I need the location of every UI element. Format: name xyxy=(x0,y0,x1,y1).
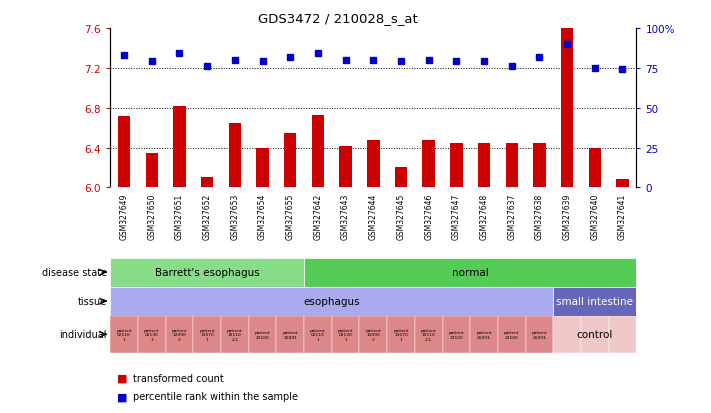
Bar xyxy=(533,143,545,188)
Text: GSM327648: GSM327648 xyxy=(479,194,488,240)
Text: GDS3472 / 210028_s_at: GDS3472 / 210028_s_at xyxy=(258,12,417,25)
Bar xyxy=(193,316,221,353)
Text: transformed count: transformed count xyxy=(133,373,224,383)
Text: patient
12090
2: patient 12090 2 xyxy=(171,328,187,341)
Bar xyxy=(110,316,138,353)
Bar xyxy=(166,316,193,353)
Bar xyxy=(332,316,360,353)
Bar xyxy=(138,316,166,353)
Bar xyxy=(450,143,463,188)
Bar xyxy=(229,123,241,188)
Text: GSM327654: GSM327654 xyxy=(258,194,267,240)
Bar xyxy=(304,316,332,353)
Text: GSM327641: GSM327641 xyxy=(618,194,627,240)
Text: GSM327649: GSM327649 xyxy=(119,194,129,240)
Text: GSM327645: GSM327645 xyxy=(397,194,405,240)
Bar xyxy=(589,148,601,188)
Text: esophagus: esophagus xyxy=(304,297,360,306)
Text: GSM327640: GSM327640 xyxy=(590,194,599,240)
Text: patient
02110
1: patient 02110 1 xyxy=(116,328,132,341)
Bar xyxy=(470,316,498,353)
Text: GSM327644: GSM327644 xyxy=(369,194,378,240)
Text: patient
02130
1: patient 02130 1 xyxy=(338,328,353,341)
Bar xyxy=(284,133,296,188)
Bar xyxy=(553,316,581,353)
Bar xyxy=(304,258,636,287)
Text: GSM327643: GSM327643 xyxy=(341,194,350,240)
Bar xyxy=(415,316,442,353)
Bar xyxy=(553,287,636,316)
Text: GSM327651: GSM327651 xyxy=(175,194,184,240)
Text: GSM327652: GSM327652 xyxy=(203,194,212,240)
Bar xyxy=(360,316,387,353)
Bar xyxy=(422,140,435,188)
Text: Barrett's esophagus: Barrett's esophagus xyxy=(155,268,260,278)
Text: GSM327653: GSM327653 xyxy=(230,194,240,240)
Text: tissue: tissue xyxy=(77,297,107,306)
Bar xyxy=(506,143,518,188)
Text: patient
13070
1: patient 13070 1 xyxy=(393,328,409,341)
Text: patient
25091: patient 25091 xyxy=(532,330,547,339)
Bar xyxy=(146,153,158,188)
Bar xyxy=(616,180,629,188)
Text: GSM327650: GSM327650 xyxy=(147,194,156,240)
Text: ■: ■ xyxy=(117,392,128,401)
Text: patient
19110
2-1: patient 19110 2-1 xyxy=(227,328,242,341)
Bar xyxy=(498,316,525,353)
Text: GSM327647: GSM327647 xyxy=(452,194,461,240)
Text: disease state: disease state xyxy=(41,268,107,278)
Text: GSM327637: GSM327637 xyxy=(507,194,516,240)
Bar xyxy=(478,143,491,188)
Text: small intestine: small intestine xyxy=(556,297,634,306)
Bar xyxy=(561,29,573,188)
Bar xyxy=(201,178,213,188)
Text: patient
02110
1: patient 02110 1 xyxy=(310,328,326,341)
Text: GSM327638: GSM327638 xyxy=(535,194,544,240)
Text: patient
23100: patient 23100 xyxy=(504,330,520,339)
Bar xyxy=(221,316,249,353)
Bar xyxy=(609,316,636,353)
Bar xyxy=(395,168,407,188)
Bar xyxy=(387,316,415,353)
Text: GSM327646: GSM327646 xyxy=(424,194,433,240)
Bar xyxy=(256,148,269,188)
Text: patient
23100: patient 23100 xyxy=(255,330,270,339)
Text: individual: individual xyxy=(59,330,107,339)
Text: patient
25091: patient 25091 xyxy=(476,330,492,339)
Text: normal: normal xyxy=(451,268,488,278)
Bar xyxy=(110,287,553,316)
Bar xyxy=(581,316,609,353)
Bar xyxy=(311,115,324,188)
Text: control: control xyxy=(577,330,613,339)
Text: GSM327655: GSM327655 xyxy=(286,194,294,240)
Text: patient
25091: patient 25091 xyxy=(282,330,298,339)
Text: patient
23100: patient 23100 xyxy=(449,330,464,339)
Text: GSM327639: GSM327639 xyxy=(562,194,572,240)
Text: GSM327642: GSM327642 xyxy=(314,194,322,240)
Bar xyxy=(173,107,186,188)
Text: percentile rank within the sample: percentile rank within the sample xyxy=(133,392,298,401)
Bar xyxy=(442,316,470,353)
Bar xyxy=(277,316,304,353)
Bar xyxy=(525,316,553,353)
Bar xyxy=(110,258,304,287)
Text: patient
12090
2: patient 12090 2 xyxy=(365,328,381,341)
Text: patient
02130
1: patient 02130 1 xyxy=(144,328,159,341)
Text: patient
13070
1: patient 13070 1 xyxy=(199,328,215,341)
Bar xyxy=(367,140,380,188)
Bar xyxy=(249,316,277,353)
Bar xyxy=(118,116,130,188)
Text: patient
19110
2-1: patient 19110 2-1 xyxy=(421,328,437,341)
Bar xyxy=(339,146,352,188)
Text: ■: ■ xyxy=(117,373,128,383)
